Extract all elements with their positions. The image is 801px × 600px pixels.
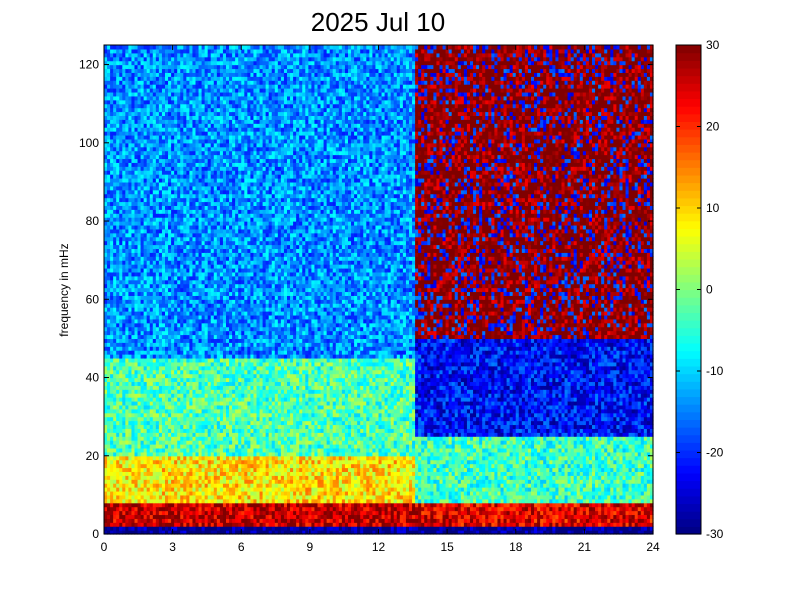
heatmap-area [104,45,654,535]
heatmap-cells [104,45,654,535]
chart-title: 2025 Jul 10 [311,7,445,37]
